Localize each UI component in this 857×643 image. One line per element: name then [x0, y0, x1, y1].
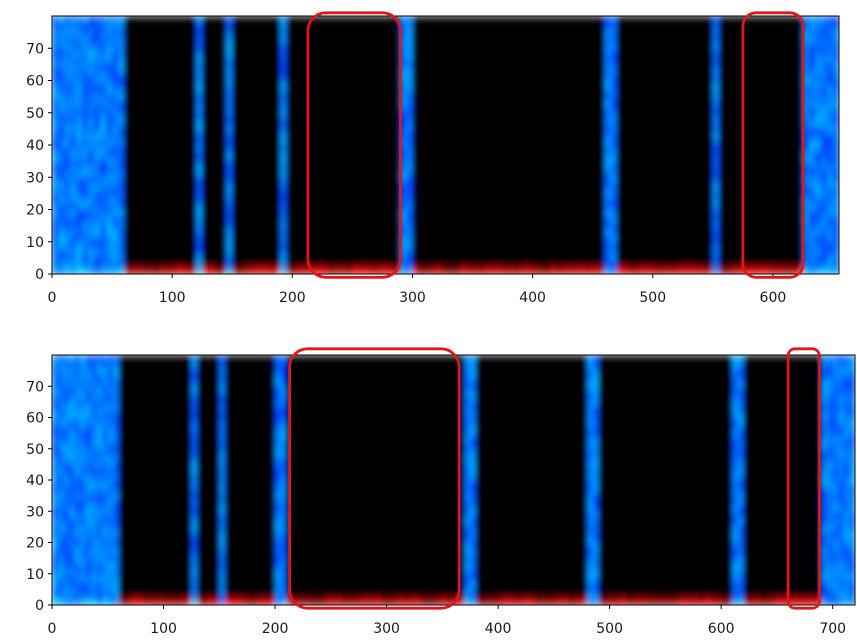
y-tick-label: 60: [26, 74, 44, 90]
x-tick-label: 400: [519, 290, 546, 306]
x-tick-label: 500: [639, 290, 666, 306]
spectrogram-panel-bottom: 0 100 200 300 400 500 600 700 0 10 20 30 40 50 60 70: [26, 347, 856, 637]
highlight-boxes-bottom: [288, 347, 821, 610]
y-tick-label: 50: [26, 106, 44, 122]
x-tick-label: 0: [48, 290, 57, 306]
highlight-boxes-top: [306, 11, 805, 279]
y-tick-label: 20: [26, 203, 44, 219]
y-tick-label: 70: [26, 41, 44, 57]
x-tick-label: 0: [48, 621, 57, 637]
y-tick-label: 10: [26, 235, 44, 251]
x-tick-label: 100: [150, 621, 177, 637]
y-tick-label: 60: [26, 411, 44, 427]
highlight-box: [741, 11, 805, 279]
x-tick-label: 200: [279, 290, 306, 306]
axis-ticks-bottom: 0 100 200 300 400 500 600 700 0 10 20 30 40 50 60 70: [26, 379, 846, 637]
highlight-box: [306, 11, 402, 279]
highlight-box: [786, 347, 821, 610]
spectrogram-panel-top: 0 100 200 300 400 500 600 0 10 20 30 40 50 60 70: [26, 11, 840, 306]
spectrogram-image-bottom: [52, 355, 855, 605]
x-tick-label: 400: [485, 621, 512, 637]
y-tick-label: 0: [35, 267, 44, 283]
x-tick-label: 100: [159, 290, 186, 306]
x-tick-label: 500: [596, 621, 623, 637]
x-tick-label: 200: [262, 621, 289, 637]
y-tick-label: 40: [26, 473, 44, 489]
y-tick-label: 70: [26, 379, 44, 395]
y-tick-label: 20: [26, 536, 44, 552]
y-tick-label: 40: [26, 138, 44, 154]
spectrogram-image-top: [52, 16, 839, 274]
y-tick-label: 0: [35, 598, 44, 614]
y-tick-label: 50: [26, 442, 44, 458]
y-tick-label: 30: [26, 170, 44, 186]
highlight-box: [288, 347, 461, 610]
x-tick-label: 600: [708, 621, 735, 637]
x-tick-label: 300: [373, 621, 400, 637]
y-tick-label: 10: [26, 567, 44, 583]
axis-ticks-top: 0 100 200 300 400 500 600 0 10 20 30 40 50 60 70: [26, 41, 786, 306]
x-tick-label: 700: [819, 621, 846, 637]
y-tick-label: 30: [26, 504, 44, 520]
x-tick-label: 600: [760, 290, 787, 306]
x-tick-label: 300: [399, 290, 426, 306]
